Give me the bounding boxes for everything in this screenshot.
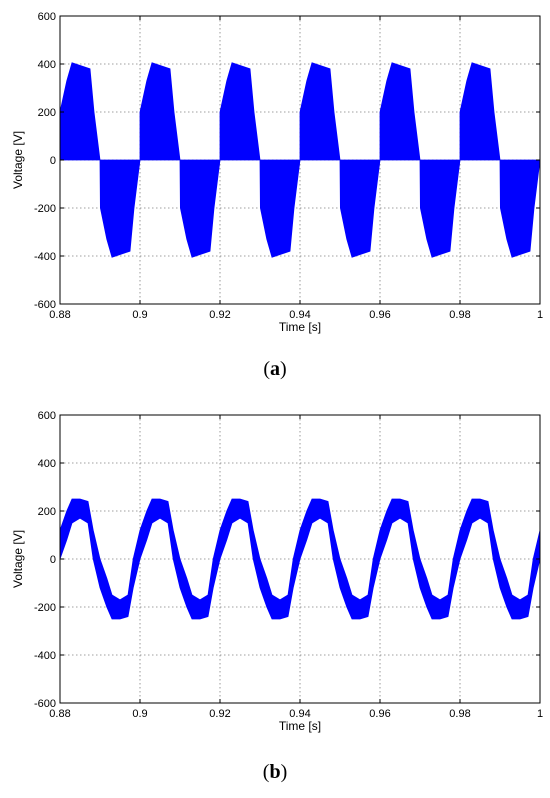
y-axis-label: Voltage [V]: [11, 131, 25, 189]
x-tick-label: 0.92: [209, 309, 230, 321]
panel-label-a: (a): [263, 358, 287, 380]
y-tick-label: -400: [34, 251, 56, 263]
y-tick-label: -600: [34, 698, 56, 710]
y-tick-label: -400: [34, 650, 56, 662]
y-tick-label: 600: [38, 11, 56, 23]
y-tick-label: -200: [34, 203, 56, 215]
x-tick-label: 0.98: [449, 309, 470, 321]
y-tick-label: 200: [38, 107, 56, 119]
y-tick-label: -600: [34, 299, 56, 311]
y-tick-label: 0: [50, 155, 56, 167]
y-axis-label: Voltage [V]: [11, 530, 25, 588]
x-axis-label: Time [s]: [279, 320, 321, 334]
voltage-chart-b: -600 -400 -200 0 200 400 600 0.88 0.9 0.92 0.94 0.9…: [11, 410, 543, 733]
y-tick-label: 200: [38, 506, 56, 518]
y-tick-label: -200: [34, 602, 56, 614]
panel-label-b: (b): [262, 761, 288, 783]
panel-label-b-text: b: [269, 761, 281, 783]
x-tick-label: 1: [537, 309, 543, 321]
x-tick-label: 0.94: [289, 708, 310, 720]
x-tick-label: 0.94: [289, 309, 310, 321]
chart-panel-a: -600 -400 -200 0 200 400 600 0.88 0.9 0.92 0.94 0.9…: [11, 11, 543, 380]
y-tick-label: 600: [38, 410, 56, 422]
x-tick-label: 0.98: [449, 708, 470, 720]
x-tick-label: 1: [537, 708, 543, 720]
x-tick-label: 0.9: [132, 309, 147, 321]
x-axis-label: Time [s]: [279, 719, 321, 733]
x-tick-label: 0.88: [49, 708, 70, 720]
x-tick-label: 0.96: [369, 309, 390, 321]
x-tick-label: 0.92: [209, 708, 230, 720]
voltage-chart-a: -600 -400 -200 0 200 400 600 0.88 0.9 0.92 0.94 0.9…: [11, 11, 543, 334]
x-tick-label: 0.88: [49, 309, 70, 321]
y-tick-label: 0: [50, 554, 56, 566]
x-tick-label: 0.9: [132, 708, 147, 720]
x-tick-label: 0.96: [369, 708, 390, 720]
panel-label-a-text: a: [270, 358, 280, 380]
y-tick-label: 400: [38, 59, 56, 71]
y-tick-label: 400: [38, 458, 56, 470]
chart-panel-b: -600 -400 -200 0 200 400 600 0.88 0.9 0.92 0.94 0.9…: [0, 399, 550, 798]
voltage-waveform: [59, 62, 541, 258]
